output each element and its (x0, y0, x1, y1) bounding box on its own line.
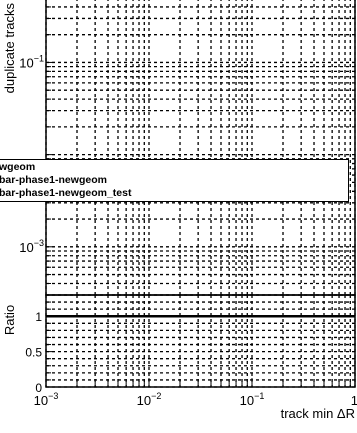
ratio-y-tick-label: 0.5 (25, 346, 42, 360)
x-tick-label: 10−2 (137, 391, 162, 408)
ratio-y-tick-label: 1 (35, 310, 42, 324)
ratio-panel-frame (45, 294, 356, 388)
ratio-panel-grid (45, 294, 356, 388)
top-panel-frame (45, 0, 356, 296)
x-axis-title: track min ΔR (281, 406, 355, 421)
x-tick-label: 1 (351, 393, 357, 408)
top-y-tick-label: 10−3 (19, 238, 44, 255)
legend-entry-2: bar-phase1-newgeom (0, 174, 107, 186)
top-y-axis-title: duplicate tracks (2, 3, 17, 94)
legend-entry-1: wgeom (0, 161, 36, 173)
ratio-y-axis-title: Ratio (2, 305, 17, 335)
ratio-y-tick-label: 0 (35, 381, 42, 395)
x-tick-label: 10−3 (34, 391, 59, 408)
top-panel-grid (45, 0, 356, 296)
legend: wgeom bar-phase1-newgeom bar-phase1-newg… (0, 159, 349, 202)
legend-entry-3: bar-phase1-newgeom_test (0, 187, 132, 199)
panel-frames (45, 0, 356, 388)
x-tick-label: 10−1 (240, 391, 265, 408)
top-y-tick-label: 10−1 (19, 53, 44, 70)
